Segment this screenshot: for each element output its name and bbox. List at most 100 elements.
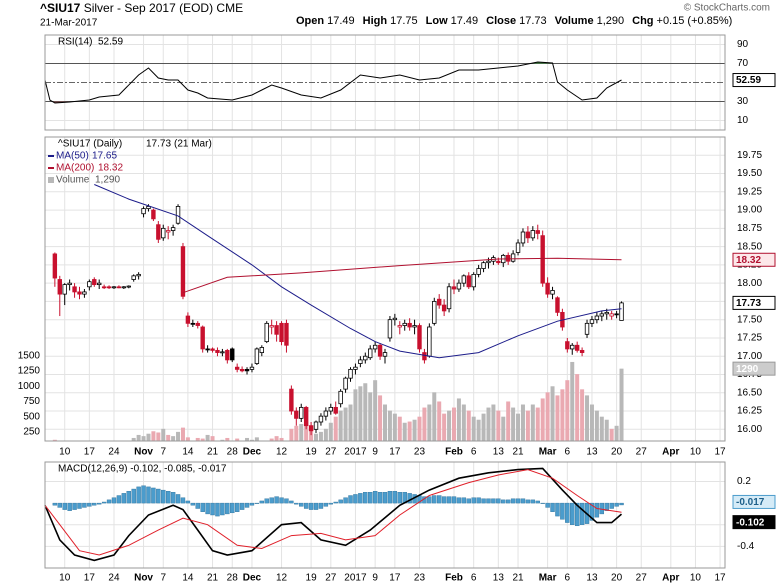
y-tick-label: 17.00: [737, 351, 762, 362]
x-tick-label: 28: [227, 447, 239, 458]
candle-body: [249, 366, 255, 370]
value-box-label: 52.59: [736, 75, 761, 86]
histogram-bar: [555, 502, 560, 517]
candle-body: [466, 275, 471, 288]
candle-body: [348, 368, 353, 379]
candle-body: [131, 275, 136, 280]
histogram-bar: [57, 502, 62, 508]
volume-bar: [314, 433, 319, 441]
x-tick-label: Feb: [445, 447, 463, 458]
volume-bar: [185, 437, 190, 441]
volume-bar: [166, 434, 171, 441]
quote-value: 1,290: [597, 15, 625, 27]
volume-bar: [511, 407, 516, 441]
volume-bar: [456, 398, 461, 441]
volume-bar: [249, 439, 254, 441]
panel-frame: [44, 461, 726, 569]
volume-bar: [397, 416, 402, 441]
candle-body: [333, 406, 338, 414]
candle-body: [525, 231, 531, 239]
histogram-bar: [289, 500, 294, 504]
value-box: [732, 73, 776, 88]
x-tick-label: 24: [108, 447, 120, 458]
volume-bar: [570, 361, 575, 441]
volume-bar: [530, 404, 535, 441]
histogram-bar: [274, 496, 279, 504]
x-tick-label: 6: [471, 447, 477, 458]
x-tick-label: 21: [512, 447, 524, 458]
value-box-label: -0.017: [736, 497, 765, 508]
x-tick-label: Mar: [539, 573, 557, 584]
x-tick-label: 19: [306, 447, 318, 458]
histogram-bar: [570, 502, 575, 525]
x-tick-label: Dec: [243, 573, 262, 584]
x-tick-label: 19: [306, 573, 318, 584]
volume-bar: [358, 386, 363, 441]
macd-line: [44, 467, 623, 562]
x-tick-label: 20: [611, 447, 623, 458]
legend-date: (21 Mar): [174, 139, 212, 150]
candle-body: [170, 227, 176, 231]
volume-bar: [269, 438, 274, 441]
histogram-bar: [294, 502, 299, 505]
volume-bar: [619, 368, 624, 441]
histogram-bar: [432, 495, 437, 504]
quote-value: 17.49: [327, 15, 355, 27]
volume-bar: [323, 428, 328, 441]
volume-bar: [560, 389, 565, 441]
y-tick-label: 17.25: [737, 333, 762, 344]
x-tick-label: 6: [471, 573, 477, 584]
histogram-bar: [525, 499, 531, 504]
candle-body: [368, 348, 373, 359]
x-tick-label: Nov: [134, 447, 153, 458]
histogram-bar: [466, 498, 471, 504]
histogram-bar: [313, 502, 319, 510]
quote-value: +0.15 (+0.85%): [657, 15, 733, 27]
histogram-bar: [510, 498, 516, 504]
histogram-bar: [116, 495, 122, 504]
histogram-bar: [372, 491, 378, 504]
legend-label: Volume: [56, 175, 90, 186]
volume-bar: [589, 404, 594, 441]
volume-bar: [195, 437, 200, 441]
volume-bar: [161, 428, 166, 441]
x-tick-label: 21: [512, 573, 524, 584]
x-tick-label: Mar: [539, 447, 557, 458]
candle-body: [589, 319, 595, 324]
candle-body: [382, 352, 388, 357]
volume-bar: [171, 436, 176, 441]
candle-body: [372, 344, 378, 350]
x-tick-label: 14: [182, 573, 194, 584]
histogram-bar: [264, 498, 269, 504]
candle-body: [106, 286, 112, 289]
volume-bar: [353, 389, 358, 441]
histogram-bar: [77, 502, 82, 509]
volume-bar: [580, 389, 585, 441]
candle-body: [387, 319, 393, 339]
candle-body: [318, 415, 324, 423]
y-tick-label: 0.2: [737, 476, 751, 487]
candle-body: [156, 224, 161, 240]
volume-bar: [156, 432, 161, 441]
histogram-bar: [604, 502, 609, 511]
moving-average: [182, 257, 622, 294]
histogram-bar: [441, 496, 447, 504]
candle-body: [432, 301, 437, 324]
candle-body: [402, 322, 407, 326]
histogram-bar: [136, 486, 141, 504]
volume-bar: [299, 423, 304, 441]
x-tick-label: 28: [227, 573, 239, 584]
candle-body: [136, 273, 141, 277]
volume-bar: [442, 413, 447, 441]
candle-body: [456, 282, 462, 290]
histogram-bar: [515, 498, 521, 504]
candle-body: [215, 349, 220, 353]
macd-line: [44, 469, 622, 556]
y2-tick-label: 500: [23, 411, 40, 422]
x-tick-label: 13: [586, 447, 598, 458]
histogram-bar: [161, 489, 166, 504]
histogram-bar: [446, 496, 452, 504]
y-tick-label: 19.25: [737, 186, 762, 197]
candle-body: [486, 260, 491, 264]
